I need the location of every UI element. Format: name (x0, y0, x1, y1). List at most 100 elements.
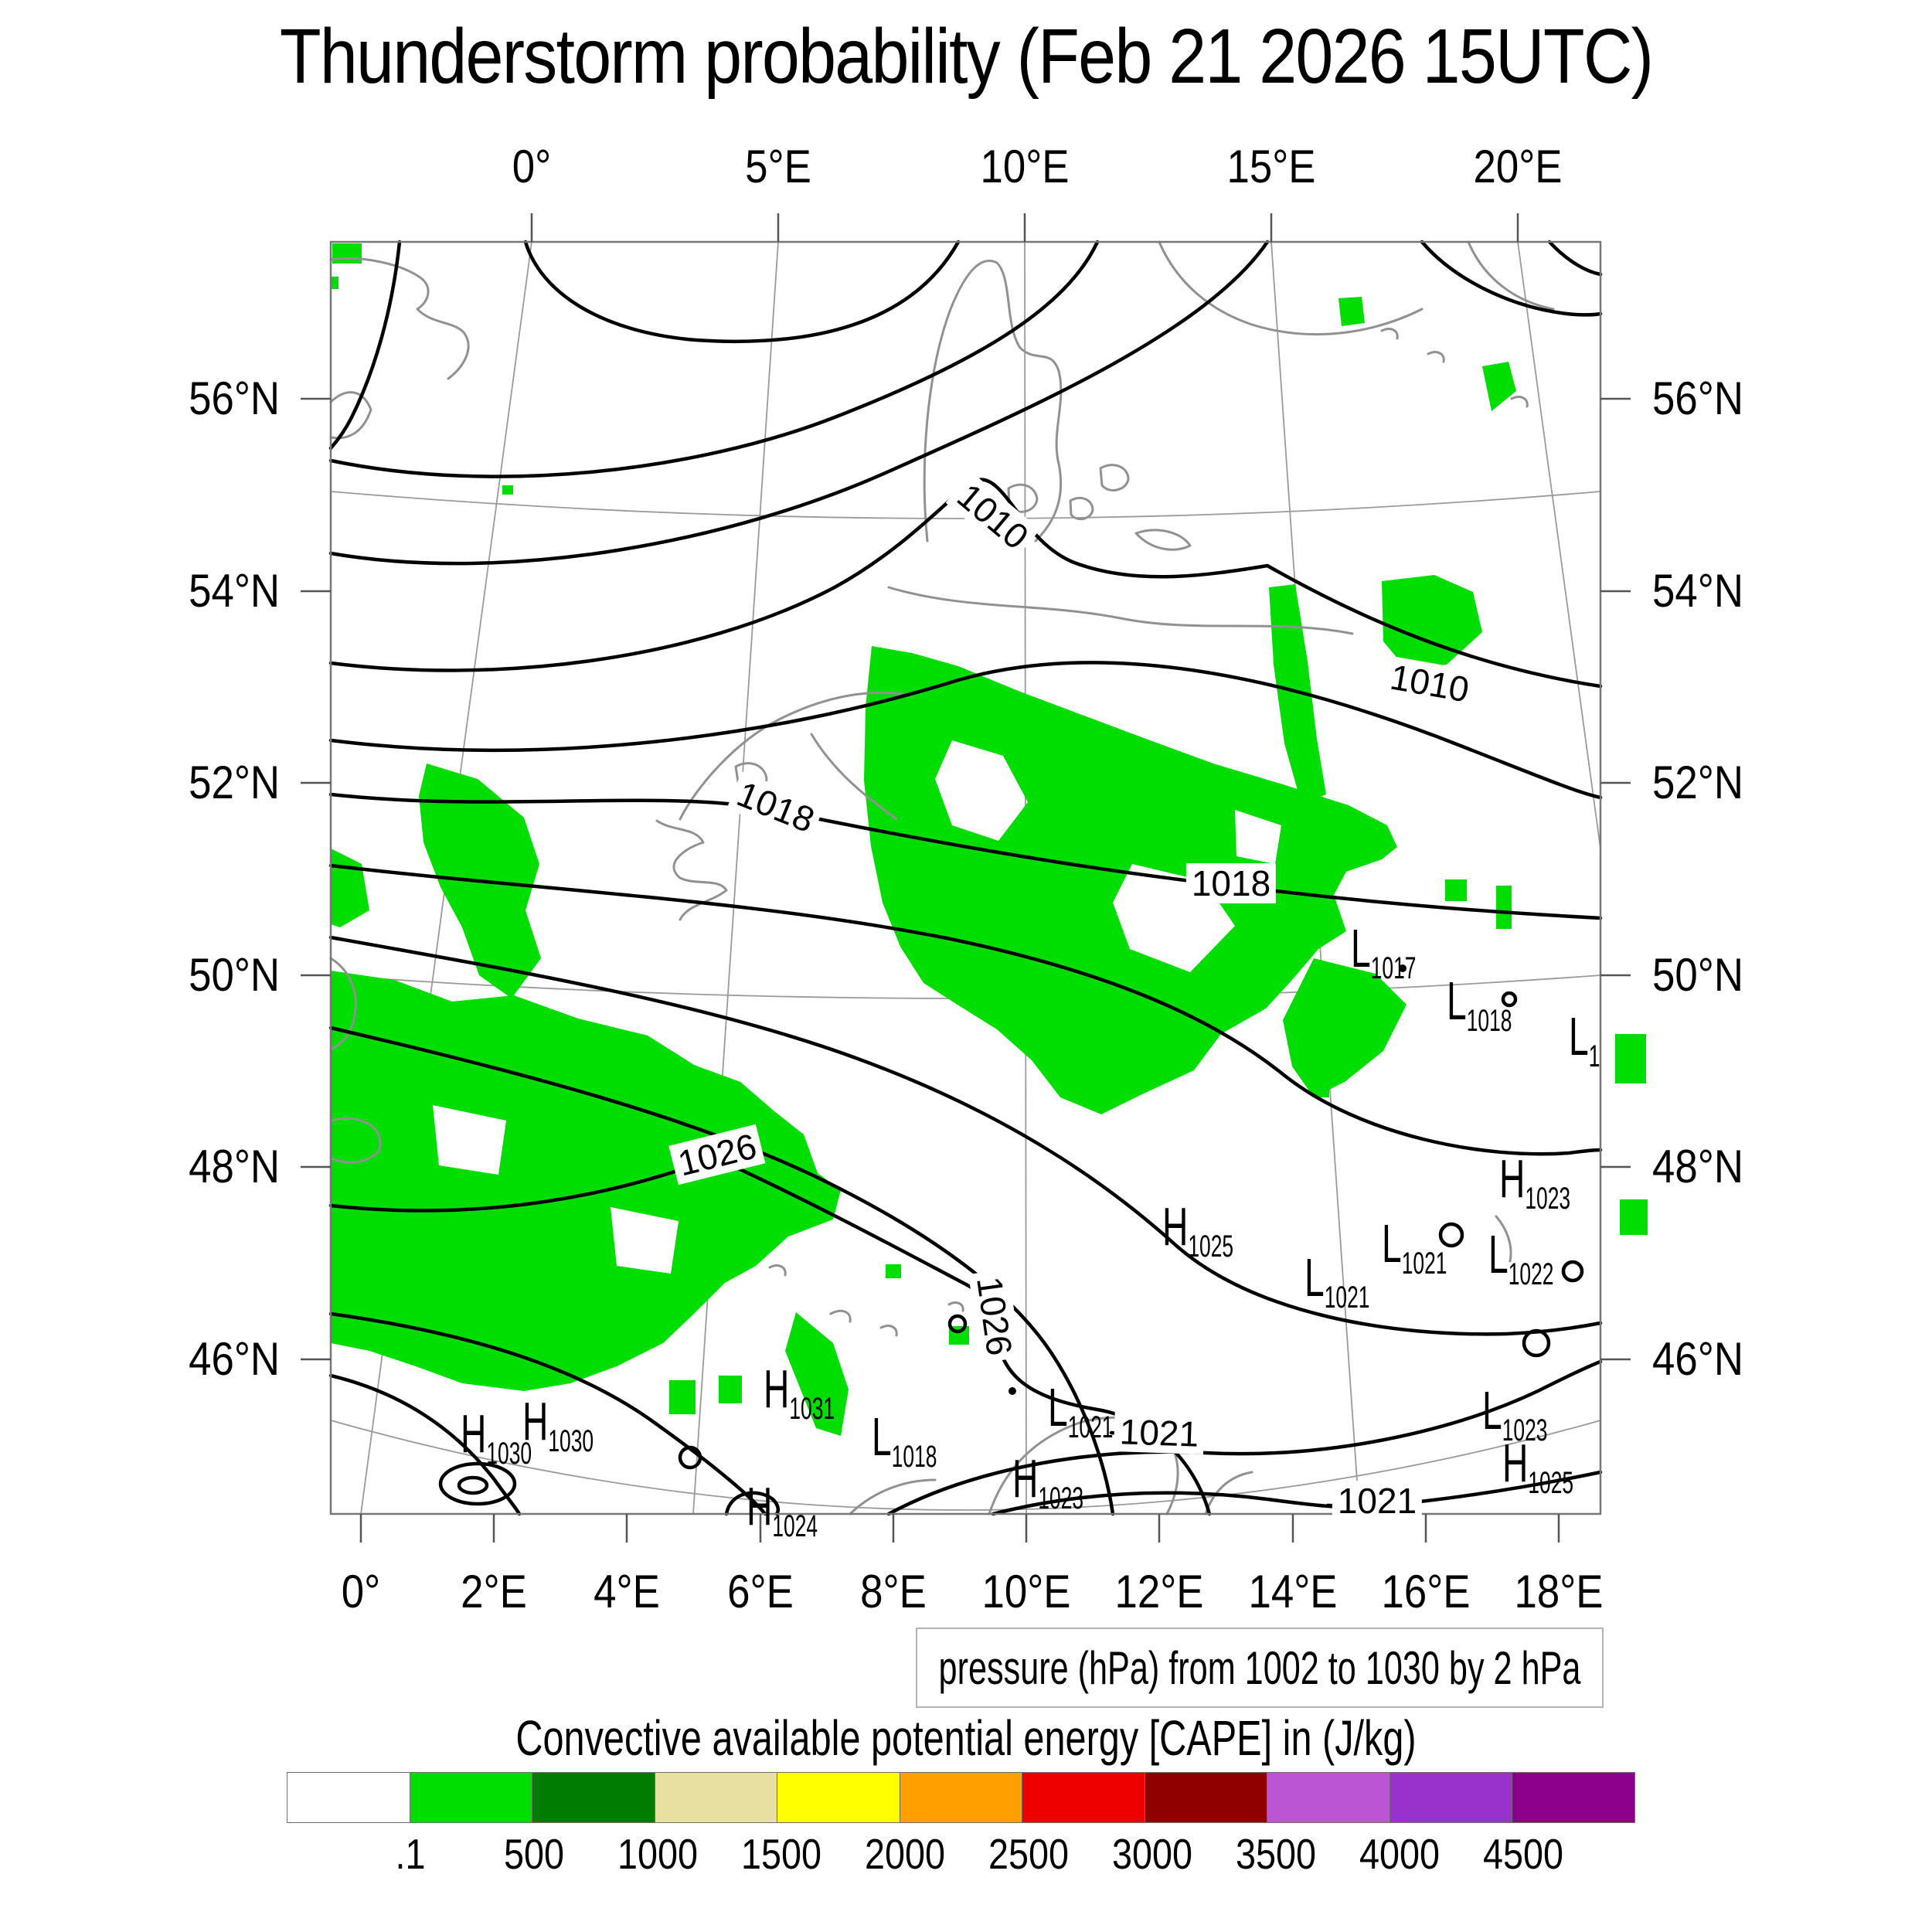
isobar-value-label: 1018 (726, 771, 825, 842)
axis-label-lon-bottom: 18°E (1514, 1566, 1604, 1617)
isobar-value-label: 1026 (668, 1124, 766, 1185)
pressure-center: L1022 (1488, 1227, 1553, 1290)
axis-label-lon-bottom: 6°E (727, 1566, 794, 1617)
pressure-center-letter: H (1499, 1148, 1526, 1209)
pressure-center: H1023 (1499, 1151, 1570, 1214)
axis-label-lon-bottom: 2°E (461, 1566, 527, 1617)
pressure-center-value: 1025 (1528, 1466, 1574, 1500)
colorbar-tick-label: 2500 (988, 1830, 1070, 1878)
pressure-center: H1024 (747, 1479, 818, 1542)
colorbar-cell (532, 1772, 655, 1823)
pressure-center-value: 1030 (548, 1424, 594, 1458)
pressure-center: L1021 (1304, 1250, 1369, 1313)
pressure-center-value: 1018 (1466, 1004, 1512, 1038)
legend-title: Convective available potential energy [C… (515, 1710, 1417, 1766)
colorbar-tick-label: .1 (395, 1830, 426, 1878)
colorbar-cell (1022, 1772, 1145, 1823)
pressure-center-letter: L (1447, 971, 1467, 1031)
pressure-center-letter: L (872, 1406, 892, 1467)
axis-label-lon-bottom: 4°E (594, 1566, 660, 1617)
axis-label-lon-bottom: 0° (341, 1566, 381, 1617)
pressure-center-letter: H (1162, 1196, 1189, 1257)
pressure-center: L1018 (1447, 974, 1512, 1036)
axis-label-lat-right: 54°N (1652, 565, 1743, 617)
pressure-center-letter: H (1502, 1433, 1529, 1493)
colorbar-tick-label: 3500 (1235, 1830, 1317, 1878)
colorbar-cell (1389, 1772, 1513, 1823)
colorbar-cell (899, 1772, 1023, 1823)
pressure-center: H1031 (764, 1362, 835, 1424)
pressure-center: L1023 (1482, 1383, 1547, 1446)
colorbar-cell (777, 1772, 900, 1823)
pressure-center-value: 1023 (1038, 1481, 1084, 1515)
pressure-center-letter: L (1569, 1006, 1589, 1066)
pressure-center-letter: L (1048, 1377, 1068, 1437)
colorbar-cell (654, 1772, 778, 1823)
pressure-center-value: 1023 (1525, 1182, 1571, 1216)
axis-label-lat-left: 52°N (189, 757, 280, 808)
colorbar-tick-label: 4000 (1359, 1830, 1440, 1878)
pressure-center: H1030 (461, 1406, 532, 1469)
pressure-range-caption: pressure (hPa) from 1002 to 1030 by 2 hP… (916, 1628, 1604, 1708)
pressure-center-value: 1024 (772, 1509, 818, 1543)
isobar-value-label: 1021 (1113, 1410, 1206, 1455)
axis-label-lon-top: 10°E (980, 141, 1070, 192)
axis-label-lon-bottom: 10°E (981, 1566, 1071, 1617)
cape-colorbar (287, 1772, 1647, 1823)
pressure-center-letter: L (1488, 1224, 1509, 1284)
axis-label-lon-top: 15°E (1226, 141, 1316, 192)
axis-label-lat-right: 56°N (1652, 372, 1743, 424)
axis-label-lat-left: 56°N (189, 372, 280, 424)
axis-label-lat-left: 48°N (189, 1141, 280, 1192)
isobar-value-label: 1021 (1332, 1481, 1423, 1521)
colorbar-cell (1512, 1772, 1635, 1823)
isobar-value-label: 1010 (1382, 655, 1478, 711)
pressure-center-value: 1031 (789, 1392, 835, 1426)
axis-label-lon-bottom: 16°E (1381, 1566, 1471, 1617)
pressure-center: H1023 (1012, 1451, 1083, 1514)
pressure-center: L1021 (1048, 1380, 1113, 1443)
colorbar-tick-label: 3000 (1111, 1830, 1193, 1878)
map-frame (329, 240, 1602, 1515)
pressure-center-letter: H (1012, 1448, 1039, 1509)
axis-label-lon-top: 20°E (1473, 141, 1563, 192)
pressure-center-value: 1023 (1502, 1413, 1548, 1447)
pressure-center: L1021 (1382, 1216, 1447, 1279)
colorbar-cell (1144, 1772, 1268, 1823)
pressure-center: H1025 (1502, 1436, 1573, 1498)
coastlines (329, 240, 1555, 1515)
isobar-value-label: 1010 (945, 471, 1041, 561)
pressure-center-value: 1030 (486, 1437, 532, 1471)
axis-label-lat-left: 54°N (189, 565, 280, 617)
pressure-center-value: 1021 (1401, 1247, 1447, 1281)
isobar-value-label: 1018 (1185, 863, 1277, 903)
pressure-center-letter: L (1351, 918, 1371, 978)
axis-label-lat-right: 46°N (1652, 1333, 1743, 1385)
colorbar-tick-label: 1000 (617, 1830, 699, 1878)
pressure-center-value: 1025 (1188, 1230, 1234, 1264)
pressure-center: L1 (1569, 1009, 1600, 1072)
axis-label-lat-right: 48°N (1652, 1141, 1743, 1192)
axis-label-lon-top: 0° (512, 141, 552, 192)
colorbar-cell (1267, 1772, 1390, 1823)
colorbar-tick-label: 2000 (864, 1830, 946, 1878)
pressure-center-letter: L (1482, 1380, 1502, 1440)
colorbar-tick-label: 4500 (1482, 1830, 1564, 1878)
pressure-center: L1018 (872, 1410, 937, 1472)
page-title: Thunderstorm probability (Feb 21 2026 15… (279, 13, 1654, 100)
axis-ticks (301, 213, 1631, 1543)
axis-label-lat-right: 50°N (1652, 949, 1743, 1001)
pressure-center: H1025 (1162, 1199, 1233, 1262)
axis-label-lon-bottom: 12°E (1114, 1566, 1204, 1617)
colorbar-tick-label: 1500 (740, 1830, 822, 1878)
pressure-center: H1030 (522, 1394, 594, 1457)
axis-label-lon-bottom: 14°E (1248, 1566, 1338, 1617)
pressure-center-value: 1021 (1067, 1410, 1114, 1444)
pressure-center-value: 1 (1588, 1039, 1600, 1073)
pressure-center-letter: H (461, 1403, 487, 1464)
axis-label-lat-left: 50°N (189, 949, 280, 1001)
pressure-center-letter: H (522, 1391, 549, 1451)
axis-label-lat-left: 46°N (189, 1333, 280, 1385)
colorbar-tick-label: 500 (503, 1830, 565, 1878)
